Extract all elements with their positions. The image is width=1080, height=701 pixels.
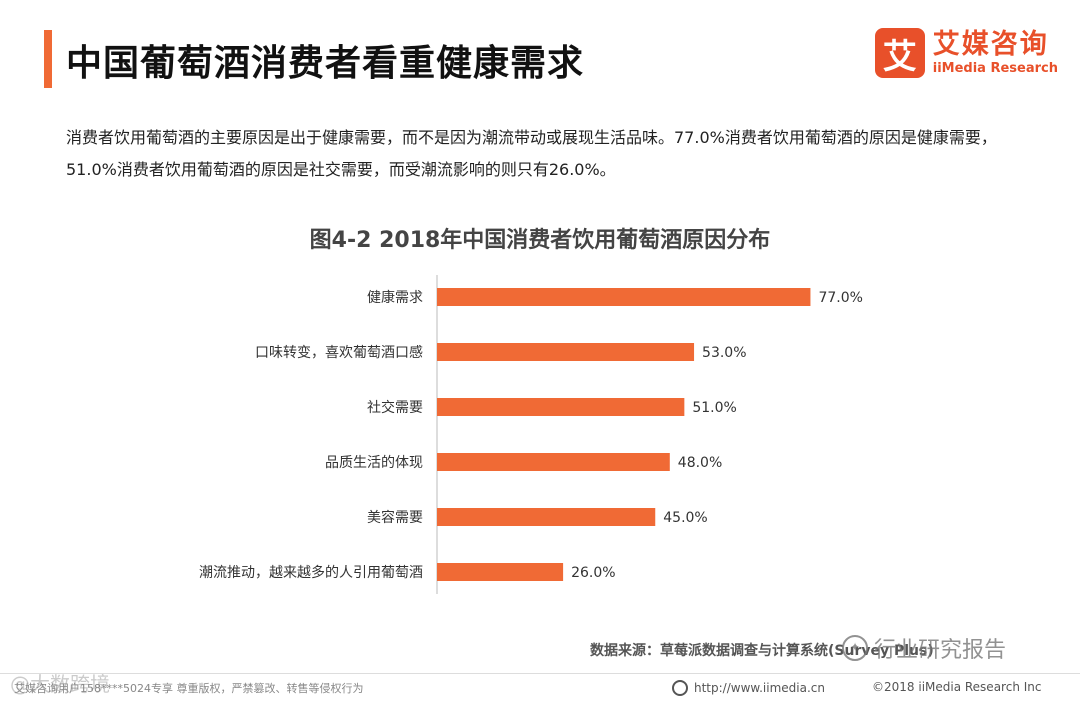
- category-label: 品质生活的体现: [325, 455, 423, 471]
- bar-chart: 健康需求 77.0% 口味转变，喜欢葡萄酒口感 53.0% 社交需要 51.0% 品质生活的…: [199, 275, 863, 594]
- logo-mark-icon: 艾: [874, 28, 925, 78]
- footer-url[interactable]: http://www.iimedia.cn: [672, 680, 825, 696]
- data-label: 48.0%: [678, 455, 722, 471]
- page-title: 中国葡萄酒消费者看重健康需求: [66, 43, 585, 84]
- brand-logo: 艾 艾媒咨询 iiMedia Research: [874, 28, 1058, 78]
- watermark-text: 行业研究报告: [874, 638, 1007, 663]
- data-label: 53.0%: [702, 345, 746, 361]
- chart-title: 图4-2 2018年中国消费者饮用葡萄酒原因分布: [309, 228, 771, 253]
- category-label: 潮流推动，越来越多的人引用葡萄酒: [199, 564, 423, 581]
- logo-text: 艾媒咨询 iiMedia Research: [932, 28, 1058, 76]
- footer-url-text[interactable]: http://www.iimedia.cn: [694, 681, 825, 695]
- category-label: 美容需要: [367, 509, 423, 526]
- bar: [437, 398, 685, 416]
- category-label: 口味转变，喜欢葡萄酒口感: [255, 344, 423, 361]
- footer-copyright-notice: 艾媒咨询用户158****5024专享 尊重版权，严禁篡改、转售等侵权行为: [14, 682, 364, 695]
- title-accent-bar: [44, 30, 52, 88]
- category-label: 健康需求: [367, 289, 423, 306]
- data-label: 51.0%: [692, 400, 736, 416]
- category-label: 社交需要: [367, 399, 423, 416]
- data-label: 45.0%: [663, 510, 707, 526]
- bar: [437, 288, 811, 306]
- footer-watermark: @大数跨境: [10, 672, 110, 696]
- wechat-icon: ✦: [842, 635, 868, 661]
- bar: [437, 508, 656, 526]
- summary-paragraph: 消费者饮用葡萄酒的主要原因是出于健康需要，而不是因为潮流带动或展现生活品味。77…: [66, 128, 997, 179]
- footer-copyright: ©2018 iiMedia Research Inc: [872, 680, 1042, 694]
- logo-name-en: iiMedia Research: [932, 60, 1058, 76]
- logo-name-cn: 艾媒咨询: [932, 28, 1049, 60]
- bar: [437, 563, 564, 581]
- data-label: 77.0%: [818, 290, 862, 306]
- bar: [437, 453, 670, 471]
- globe-icon: [672, 680, 688, 696]
- data-label: 26.0%: [571, 565, 615, 581]
- footer-divider: [0, 673, 1080, 674]
- watermark: ✦ 行业研究报告: [842, 632, 1006, 664]
- bar: [437, 343, 695, 361]
